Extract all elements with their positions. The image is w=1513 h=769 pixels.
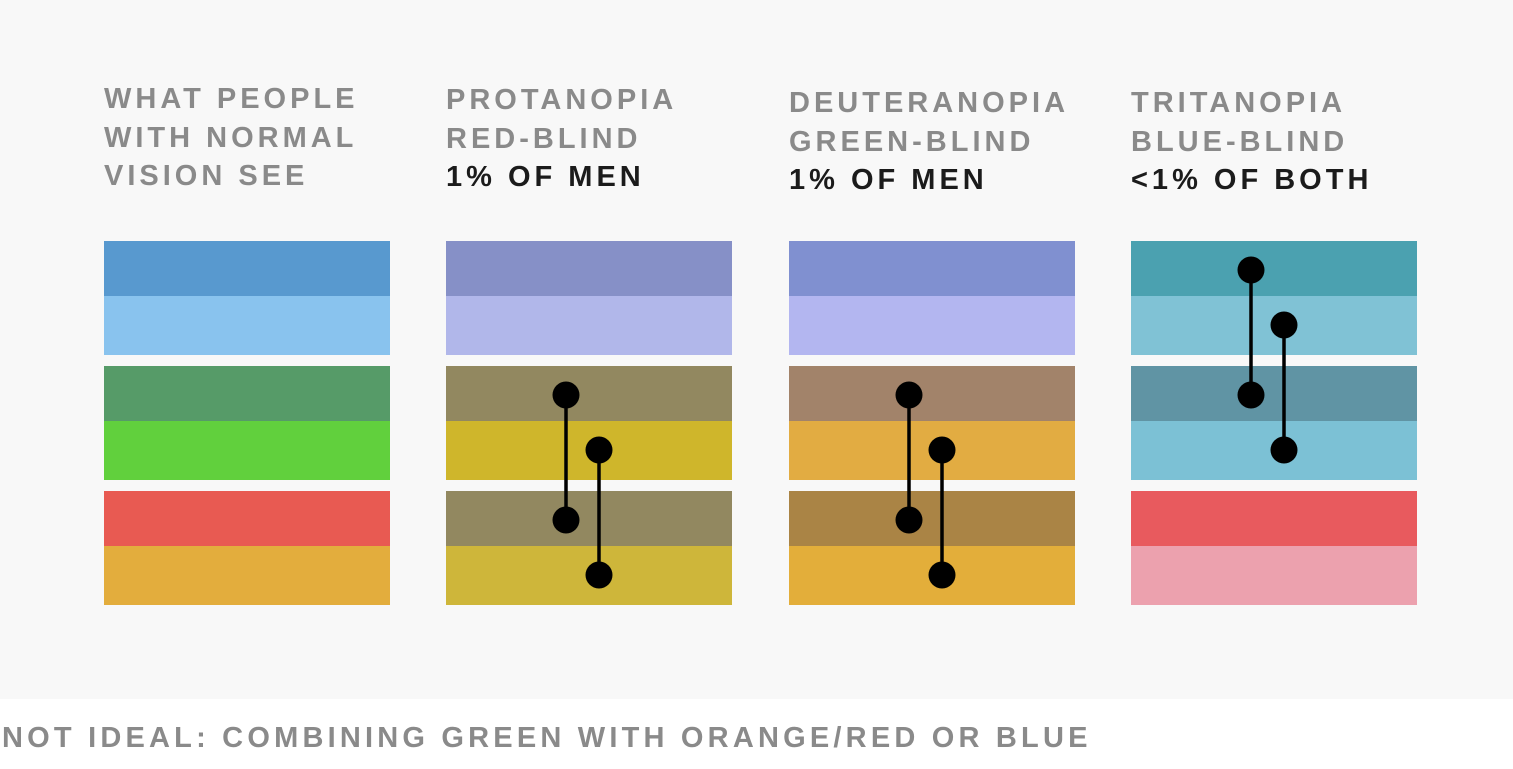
color-band	[104, 421, 390, 480]
heading-line: TRITANOPIA	[1131, 87, 1347, 119]
prevalence-label: 1% OF MEN	[789, 164, 988, 196]
color-band	[1131, 296, 1417, 355]
swatch-pair	[1131, 366, 1417, 480]
color-band	[104, 546, 390, 605]
swatch-pair	[104, 491, 390, 605]
heading-line: WITH NORMAL	[104, 121, 358, 154]
heading-line: VISION SEE	[104, 160, 309, 192]
heading-deuteranopia: DEUTERANOPIA GREEN-BLIND 1% OF MEN	[789, 84, 1069, 200]
heading-protanopia: PROTANOPIA RED-BLIND 1% OF MEN	[446, 81, 677, 197]
comparison-panel: WHAT PEOPLE WITH NORMAL VISION SEE PROTA…	[104, 80, 1417, 605]
heading-line: BLUE-BLIND	[1131, 125, 1349, 158]
prevalence-label: 1% OF MEN	[446, 161, 645, 193]
color-band	[789, 366, 1075, 421]
swatch-pair	[789, 241, 1075, 355]
heading-line: RED-BLIND	[446, 122, 642, 155]
swatch-pair	[446, 241, 732, 355]
heading-line: PROTANOPIA	[446, 84, 678, 116]
color-band	[446, 241, 732, 296]
swatch-pair	[104, 366, 390, 480]
color-band	[789, 421, 1075, 480]
color-band	[104, 366, 390, 421]
color-band	[789, 546, 1075, 605]
swatch-pair	[446, 491, 732, 605]
swatch-pair	[104, 241, 390, 355]
color-band	[1131, 546, 1417, 605]
swatch-pair	[1131, 491, 1417, 605]
color-band	[446, 296, 732, 355]
color-band	[104, 241, 390, 296]
swatch-pair	[789, 491, 1075, 605]
color-band	[446, 366, 732, 421]
heading-tritanopia: TRITANOPIA BLUE-BLIND <1% OF BOTH	[1131, 84, 1372, 200]
swatch-pair	[446, 366, 732, 480]
color-band	[446, 491, 732, 546]
color-band	[1131, 491, 1417, 546]
color-band	[446, 546, 732, 605]
swatch-pair	[1131, 241, 1417, 355]
heading-normal-vision: WHAT PEOPLE WITH NORMAL VISION SEE	[104, 80, 359, 196]
heading-line: DEUTERANOPIA	[789, 87, 1070, 119]
color-band	[1131, 421, 1417, 480]
color-band	[104, 491, 390, 546]
heading-line: WHAT PEOPLE	[104, 83, 359, 115]
color-band	[1131, 241, 1417, 296]
prevalence-label: <1% OF BOTH	[1131, 164, 1373, 196]
swatch-pair	[789, 366, 1075, 480]
color-band	[789, 491, 1075, 546]
color-band	[789, 241, 1075, 296]
caption: NOT IDEAL: COMBINING GREEN WITH ORANGE/R…	[2, 722, 1092, 754]
color-band	[446, 421, 732, 480]
color-band	[1131, 366, 1417, 421]
color-band	[104, 296, 390, 355]
heading-line: GREEN-BLIND	[789, 125, 1035, 158]
color-band	[789, 296, 1075, 355]
